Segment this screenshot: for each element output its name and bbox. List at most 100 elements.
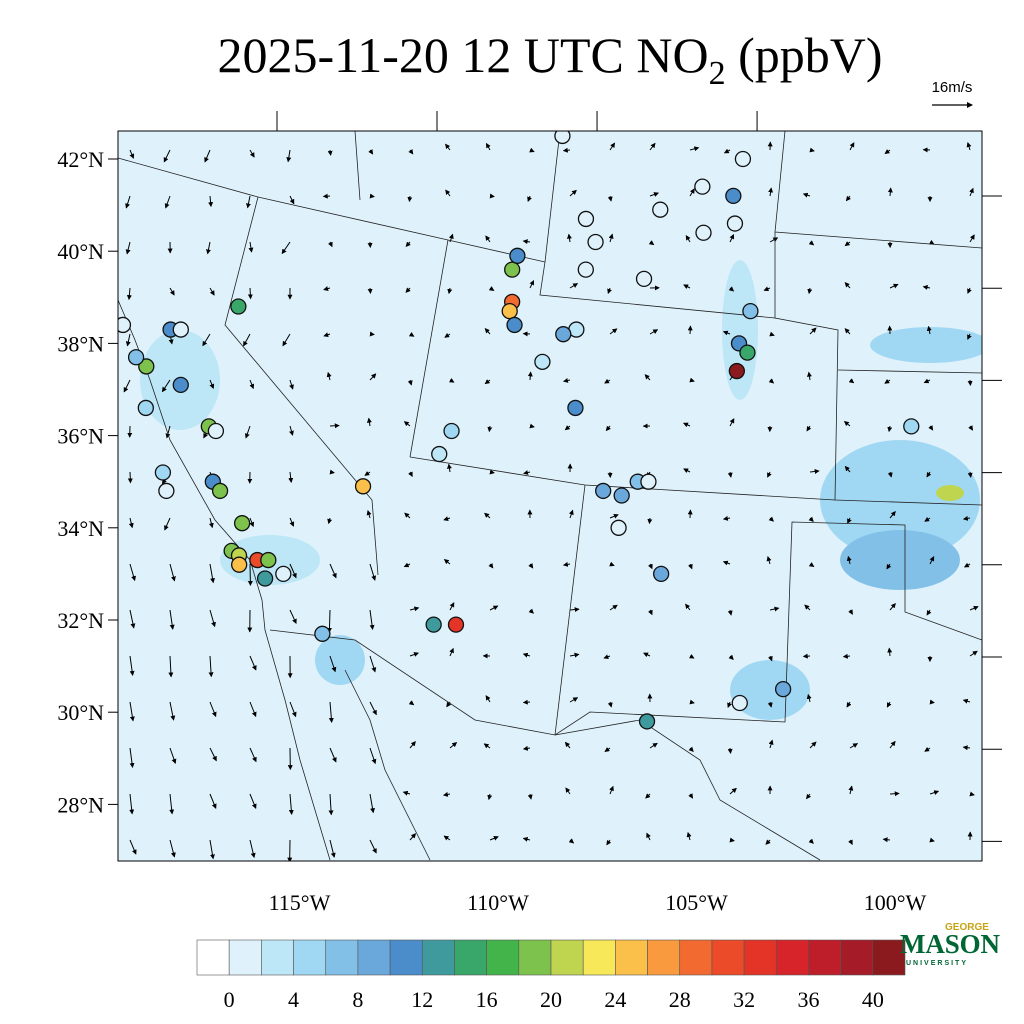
wind-arrow xyxy=(683,468,691,473)
wind-arrow xyxy=(449,742,458,749)
wind-arrow xyxy=(765,839,771,845)
wind-arrow xyxy=(806,793,812,800)
wind-arrow xyxy=(769,331,775,337)
station xyxy=(725,187,742,205)
colorbar-box xyxy=(518,939,552,976)
wind-arrow xyxy=(647,517,653,525)
wind-arrow xyxy=(923,378,931,384)
wind-arrow xyxy=(763,286,771,292)
stations xyxy=(118,131,920,730)
wind-arrow xyxy=(569,189,577,197)
lon-tick-label: 110°W xyxy=(467,890,529,915)
wind-arrow xyxy=(364,470,371,476)
wind-arrow xyxy=(327,149,333,156)
station xyxy=(431,445,448,463)
wind-arrow xyxy=(806,693,812,703)
colorbar-box xyxy=(261,939,294,976)
wind-arrow xyxy=(887,187,893,197)
wind-arrow xyxy=(646,832,651,841)
colorbar-label: 20 xyxy=(540,987,562,1012)
colorbar-label: 24 xyxy=(604,987,626,1012)
wind-arrow xyxy=(649,329,659,335)
wind-arrow xyxy=(448,377,455,383)
wind-arrow xyxy=(609,604,618,611)
plume xyxy=(840,530,960,590)
wind-arrow xyxy=(446,463,452,473)
wind-arrow xyxy=(209,609,216,628)
wind-arrow xyxy=(369,373,377,381)
lat-tick-label: 30°N xyxy=(57,700,104,725)
logo-line2: MASON xyxy=(900,929,1001,959)
wind-arrow xyxy=(767,701,773,708)
wind-arrow xyxy=(528,563,534,569)
wind-arrow xyxy=(688,793,694,799)
wind-arrow xyxy=(527,195,532,202)
wind-arrow xyxy=(689,699,695,705)
logo: GEORGE MASON UNIVERSITY xyxy=(900,922,1001,967)
wind-arrow xyxy=(485,142,491,151)
wind-arrow xyxy=(405,287,411,293)
wind-arrow xyxy=(729,787,737,795)
wind-arrow xyxy=(289,425,294,436)
wind-arrow xyxy=(369,609,375,631)
wind-arrow xyxy=(606,839,612,846)
wind-arrow xyxy=(686,831,692,841)
wind-arrow xyxy=(963,562,971,568)
wind-arrow xyxy=(722,515,731,521)
station xyxy=(314,625,331,642)
lat-tick-label: 32°N xyxy=(57,608,104,633)
wind-arrow xyxy=(407,379,413,386)
colorbar-label: 36 xyxy=(797,987,819,1012)
wind-arrow xyxy=(249,149,255,158)
wind-arrow xyxy=(169,747,177,764)
wind-arrow xyxy=(607,701,613,708)
wind-arrow xyxy=(846,555,852,565)
wind-arrow xyxy=(648,563,653,570)
state-border xyxy=(409,456,982,506)
wind-arrow xyxy=(487,425,493,433)
station xyxy=(260,551,277,569)
colorbar-box xyxy=(196,939,230,976)
wind-arrow xyxy=(969,187,974,197)
wind-arrow xyxy=(369,655,377,673)
station xyxy=(138,358,155,375)
wind-arrow xyxy=(169,609,175,630)
wind-arrow xyxy=(289,379,294,390)
wind-arrow xyxy=(169,701,176,721)
station xyxy=(728,362,745,380)
wind-arrow xyxy=(723,148,731,154)
wind-arrow xyxy=(727,701,732,708)
wind-arrow xyxy=(329,655,337,673)
colorbar-box xyxy=(872,939,906,976)
station xyxy=(509,247,526,264)
station xyxy=(137,399,154,417)
wind-arrow xyxy=(887,425,893,433)
colorbar-box xyxy=(647,939,681,976)
colorbar: 0 4 8 12 16 20 24 28 32 36 40 xyxy=(196,939,906,1012)
wind-arrow xyxy=(442,791,451,797)
state-border xyxy=(118,157,546,263)
wind-arrow xyxy=(443,835,451,841)
wind-arrow xyxy=(608,233,614,243)
wind-arrow xyxy=(884,378,891,384)
wind-arrow xyxy=(485,695,491,703)
wind-arrow xyxy=(649,192,660,197)
wind-arrow xyxy=(848,839,853,846)
wind-arrow xyxy=(609,785,614,795)
lon-tick-label: 115°W xyxy=(269,890,331,915)
wind-arrow xyxy=(966,142,972,151)
station xyxy=(230,298,247,315)
wind-arrow xyxy=(605,425,611,432)
wind-arrow xyxy=(522,745,531,751)
wind-arrow xyxy=(967,471,973,478)
wind-arrow xyxy=(683,284,691,289)
wind-arrow xyxy=(729,837,735,843)
wind-arrow xyxy=(281,241,291,255)
wind-arrow xyxy=(886,563,892,570)
wind-arrow xyxy=(962,745,971,751)
colorbar-label: 0 xyxy=(224,987,235,1012)
wind-arrow xyxy=(123,379,131,393)
wind-arrow xyxy=(967,287,972,294)
wind-arrow xyxy=(164,517,171,531)
wind-arrow xyxy=(209,747,217,762)
